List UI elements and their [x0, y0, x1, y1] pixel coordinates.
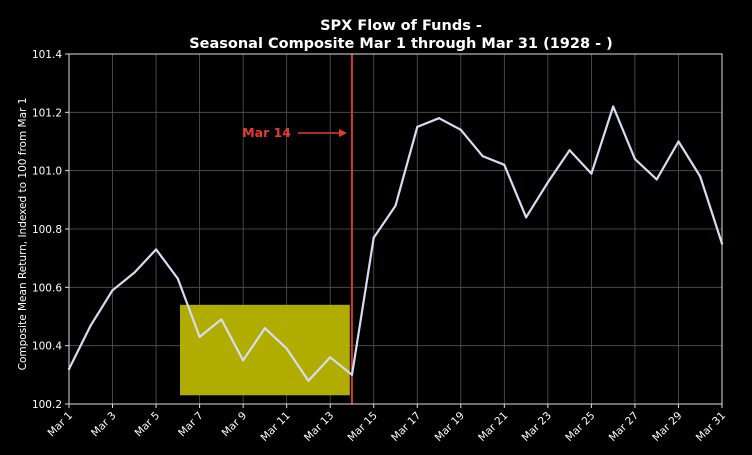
data-point	[198, 335, 201, 339]
chart-title: SPX Flow of Funds -	[320, 18, 482, 34]
y-tick-label: 101.4	[32, 49, 62, 61]
data-point	[263, 327, 266, 330]
y-tick-label: 101.2	[32, 107, 62, 119]
y-tick-label: 100.6	[32, 282, 62, 294]
mar14-annotation-label: Mar 14	[242, 125, 291, 140]
y-tick-label: 100.8	[32, 224, 62, 236]
mar14-annotation-arrow-head	[339, 129, 347, 137]
data-point	[111, 289, 114, 292]
data-point	[416, 125, 419, 129]
data-point	[133, 271, 136, 274]
data-point	[307, 379, 310, 382]
y-tick-labels: 100.2 100.4 100.6 100.8 101.0 101.2 101.4	[32, 49, 62, 411]
data-point	[154, 248, 158, 251]
data-point	[590, 172, 593, 175]
data-point	[459, 128, 462, 131]
chart-subtitle: Seasonal Composite Mar 1 through Mar 31 …	[189, 36, 613, 52]
y-tick-label: 100.2	[32, 399, 62, 411]
data-point	[220, 318, 223, 321]
data-point	[481, 154, 484, 158]
data-point	[394, 204, 397, 207]
y-axis-label: Composite Mean Return, Indexed to 100 fr…	[17, 98, 29, 371]
highlight-region-layer	[180, 304, 350, 396]
y-tick-label: 100.4	[32, 341, 62, 353]
data-point	[285, 347, 288, 350]
data-point	[89, 324, 92, 327]
data-point	[242, 359, 245, 362]
series-layer	[67, 105, 724, 382]
data-point	[612, 105, 615, 108]
data-point	[525, 216, 528, 219]
data-point	[329, 356, 332, 359]
data-point	[655, 178, 658, 181]
annotation-layer: Mar 14	[242, 125, 347, 140]
data-point	[503, 163, 506, 166]
data-point	[546, 181, 549, 184]
axes	[65, 53, 723, 408]
data-point	[372, 236, 375, 239]
highlight-region	[180, 304, 350, 396]
data-point	[176, 277, 179, 280]
y-tick-label: 101.0	[32, 166, 62, 178]
data-point	[677, 140, 680, 143]
data-point	[437, 117, 441, 120]
data-point	[350, 373, 354, 376]
data-point	[699, 175, 702, 178]
data-point	[633, 157, 637, 161]
data-point	[568, 149, 571, 152]
